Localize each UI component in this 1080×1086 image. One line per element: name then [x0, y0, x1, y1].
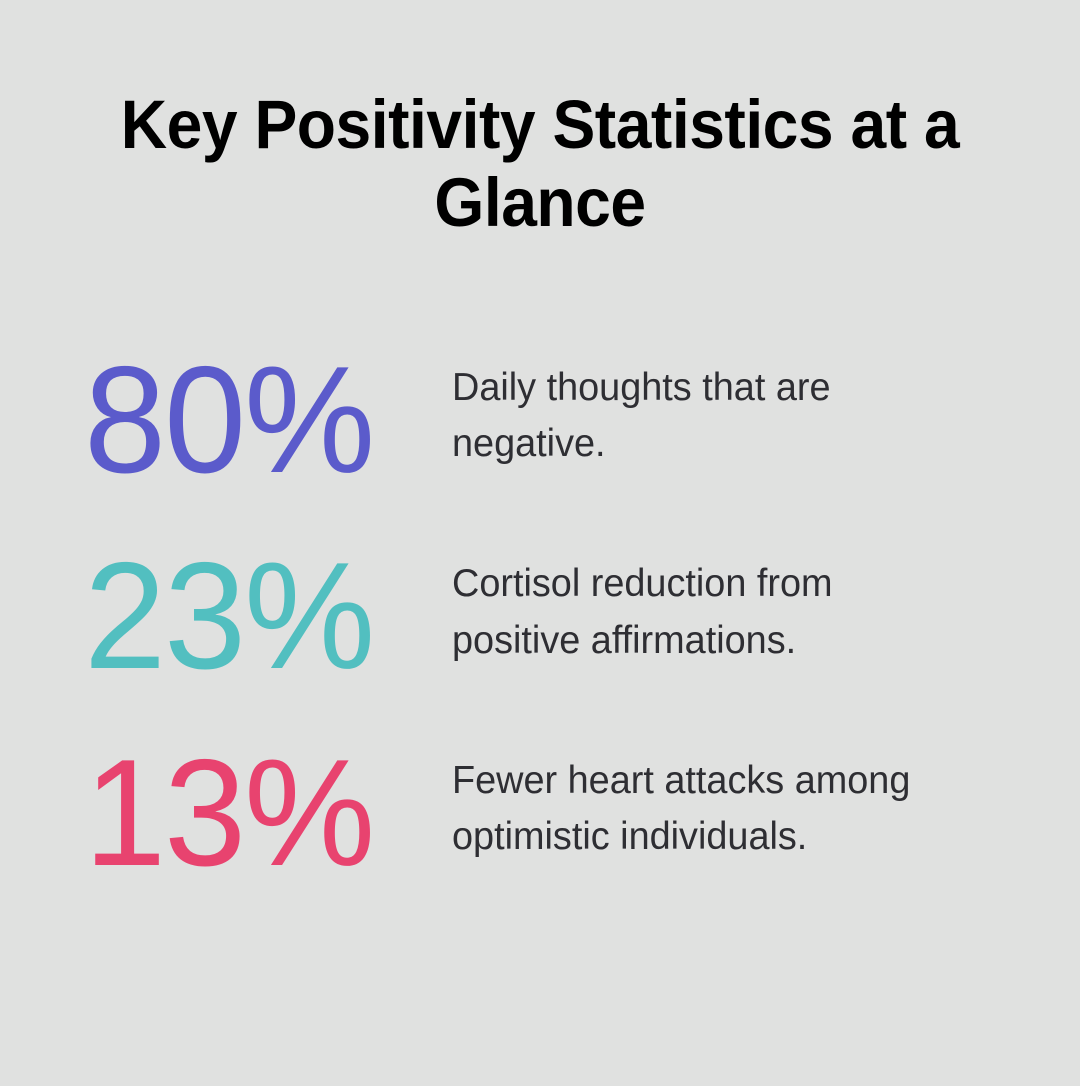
statistics-list: 80% Daily thoughts that are negative. 23… [52, 334, 1028, 898]
stat-value-percentage: 13% [84, 727, 375, 898]
stat-row: 80% Daily thoughts that are negative. [52, 334, 1028, 505]
stat-description: Fewer heart attacks among optimistic ind… [452, 758, 911, 859]
stat-description: Cortisol reduction from positive affirma… [452, 562, 833, 662]
page-title: Key Positivity Statistics at a Glance [120, 86, 960, 241]
title-block: Key Positivity Statistics at a Glance [52, 0, 1028, 242]
stat-value-percentage: 80% [84, 334, 375, 505]
stat-value-percentage: 23% [84, 531, 375, 702]
stat-row: 13% Fewer heart attacks among optimistic… [52, 727, 1028, 898]
stat-description: Daily thoughts that are negative. [452, 365, 831, 466]
stat-row: 23% Cortisol reduction from positive aff… [52, 531, 1028, 702]
